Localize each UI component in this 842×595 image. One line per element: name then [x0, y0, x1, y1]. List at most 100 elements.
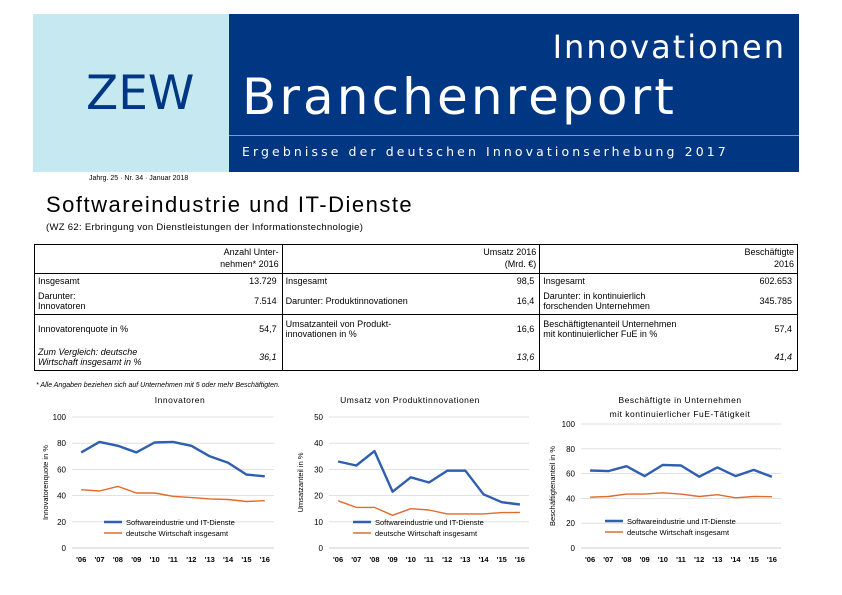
kpi-label-line: Innovatorenquote in %	[38, 324, 129, 335]
issue-info: Jahrg. 25 · Nr. 34 · Januar 2018	[89, 175, 189, 182]
kpi-value: 7.514	[254, 295, 277, 306]
kpi-row: Innovatorenquote in % 54,7 Umsatzanteil …	[34, 314, 798, 344]
kpi-label-line: Umsatzanteil von Produkt-	[285, 319, 392, 330]
series-line-wirtschaft	[81, 485, 265, 503]
kpi-header-line: (Mrd. €)	[504, 259, 537, 269]
report-series: Innovationen	[552, 28, 786, 66]
kpi-value: 13.729	[204, 273, 283, 288]
x-tick-label: '13	[712, 555, 722, 564]
y-tick-label: 20	[566, 519, 575, 528]
chart-title: Beschäftigte in Unternehmen mit kontinui…	[560, 395, 800, 419]
umsatz-chart: 0 10 20 30 40 50 '06 '07 '08 '09 '10 '11 '12 '13 '14 '1…	[296, 413, 529, 564]
x-tick-label: '07	[603, 555, 613, 564]
kpi-header-cell: Umsatz 2016 (Mrd. €)	[281, 244, 540, 274]
kpi-label: Beschäftigtenanteil Unternehmen mit kont…	[539, 314, 710, 344]
chart-title-line: Beschäftigte in Unternehmen	[618, 395, 742, 405]
series-line-software	[590, 463, 773, 478]
y-tick-label: 30	[314, 465, 323, 474]
kpi-label: Insgesamt	[539, 273, 710, 288]
kpi-label-line: innovationen in %	[285, 329, 357, 340]
legend-label: deutsche Wirtschaft insgesamt	[375, 529, 478, 538]
kpi-label: Insgesamt	[281, 273, 452, 288]
x-tick-label: '11	[168, 555, 178, 564]
x-tick-label: '14	[478, 555, 489, 564]
y-tick-label: 40	[57, 492, 66, 501]
kpi-row: Insgesamt 13.729 Insgesamt 98,5 Insgesam…	[34, 273, 798, 288]
kpi-value: 345.785	[709, 287, 798, 315]
y-tick-label: 0	[62, 544, 67, 553]
y-tick-label: 40	[314, 439, 323, 448]
kpi-header-row: Anzahl Unter- nehmen* 2016 Umsatz 2016 (…	[34, 244, 798, 274]
x-tick-label: '11	[676, 555, 686, 564]
kpi-header-line: Anzahl Unter-	[223, 247, 279, 257]
legend-label: Softwareindustrie und IT-Dienste	[627, 517, 736, 526]
x-tick-label: '13	[205, 555, 215, 564]
x-tick-label: '15	[749, 555, 759, 564]
series-line-software	[337, 449, 521, 506]
y-axis-label: Beschäftigtenanteil in %	[548, 446, 557, 526]
y-tick-label: 40	[566, 494, 575, 503]
y-tick-label: 0	[319, 544, 324, 553]
zew-logo: ZEW	[86, 66, 195, 121]
chart-title: Innovatoren	[154, 395, 206, 405]
legend-label: deutsche Wirtschaft insgesamt	[126, 529, 229, 538]
kpi-label-line: Darunter:	[38, 290, 76, 301]
y-tick-label: 0	[571, 544, 576, 553]
kpi-header-line: Umsatz 2016	[483, 247, 537, 257]
x-tick-label: '08	[621, 555, 631, 564]
x-tick-label: '07	[351, 555, 361, 564]
x-tick-label: '06	[585, 555, 595, 564]
header-divider	[229, 135, 799, 136]
y-tick-label: 80	[57, 439, 66, 448]
y-tick-label: 100	[53, 413, 67, 422]
page-title: Softwareindustrie und IT-Dienste	[46, 192, 414, 217]
x-tick-label: '08	[369, 555, 379, 564]
x-tick-label: '14	[223, 555, 234, 564]
kpi-label-line: Darunter: in kontinuierlich	[543, 290, 646, 301]
legend-label: deutsche Wirtschaft insgesamt	[627, 528, 730, 537]
kpi-header-cell: Beschäftigte 2016	[539, 244, 798, 274]
legend-label: Softwareindustrie und IT-Dienste	[375, 518, 484, 527]
kpi-label-line: forschenden Unternehmen	[543, 300, 650, 311]
kpi-row: Zum Vergleich: deutsche Wirtschaft insge…	[34, 343, 798, 371]
x-tick-label: '10	[150, 555, 160, 564]
x-tick-label: '16	[515, 555, 525, 564]
footnote: * Alle Angaben beziehen sich auf Unterne…	[36, 382, 280, 389]
x-tick-label: '15	[497, 555, 507, 564]
x-tick-label: '13	[460, 555, 470, 564]
kpi-label-line: Beschäftigtenanteil Unternehmen	[543, 319, 677, 330]
x-tick-label: '15	[241, 555, 251, 564]
x-tick-label: '10	[658, 555, 668, 564]
series-line-wirtschaft	[590, 492, 772, 499]
x-tick-label: '12	[442, 555, 452, 564]
chart-title: Umsatz von Produktinnovationen	[340, 395, 480, 405]
kpi-value: 41,4	[709, 343, 798, 371]
kpi-label: Umsatzanteil von Produkt- innovationen i…	[281, 314, 452, 344]
y-tick-label: 60	[566, 470, 575, 479]
header-logo-panel	[33, 14, 229, 172]
x-tick-label: '10	[406, 555, 416, 564]
kpi-label-line: Innovatoren	[38, 300, 86, 311]
kpi-value: 98,5	[451, 273, 540, 288]
page-subtitle: (WZ 62: Erbringung von Dienstleistungen …	[46, 222, 364, 233]
y-tick-label: 100	[562, 420, 576, 429]
x-tick-label: '14	[730, 555, 741, 564]
kpi-header-cell: Anzahl Unter- nehmen* 2016	[34, 244, 283, 274]
kpi-value: 57,4	[709, 314, 798, 344]
kpi-header-line: nehmen* 2016	[220, 259, 279, 269]
kpi-label: Insgesamt	[34, 273, 205, 288]
kpi-row: Darunter: Innovatoren 7.514 Darunter: Pr…	[34, 287, 798, 315]
beschaeftigte-chart: 0 20 40 60 80 100 '06 '07 '08 '09 '10 '11 '12 '13 '14 '…	[548, 420, 781, 564]
y-tick-label: 20	[314, 492, 323, 501]
report-subtitle: Ergebnisse der deutschen Innovationserhe…	[242, 144, 729, 159]
kpi-label-line: Darunter: Produktinnovationen	[285, 295, 408, 306]
kpi-value: 36,1	[204, 343, 283, 371]
y-axis-label: Umsatzanteil in %	[296, 452, 305, 512]
report-title: Branchenreport	[242, 68, 677, 126]
y-tick-label: 10	[314, 518, 323, 527]
kpi-header-line: 2016	[773, 259, 794, 269]
x-tick-label: '09	[640, 555, 650, 564]
x-tick-label: '06	[333, 555, 343, 564]
chart-title-line: mit kontinuierlicher FuE-Tätigkeit	[609, 409, 751, 419]
x-tick-label: '08	[113, 555, 123, 564]
